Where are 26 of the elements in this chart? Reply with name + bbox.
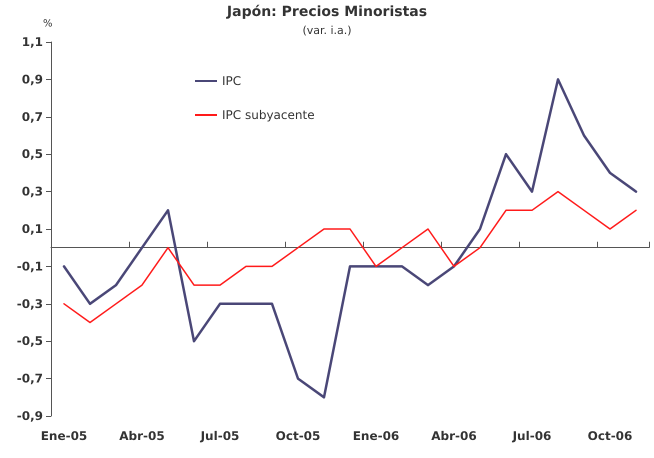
y-axis-title: %	[43, 18, 53, 30]
y-tick-label: -0,9	[16, 409, 43, 423]
legend-label: IPC subyacente	[222, 108, 315, 122]
x-tick-label: Jul-05	[200, 429, 240, 443]
y-tick-label: 0,1	[22, 222, 43, 236]
x-tick-label: Oct-06	[588, 429, 632, 443]
y-tick-label: 0,5	[22, 147, 43, 162]
y-tick-label: 0,9	[22, 72, 43, 86]
x-tick-label: Oct-05	[276, 429, 320, 443]
x-tick-label: Ene-05	[40, 429, 88, 443]
y-tick-label: -0,1	[16, 259, 43, 274]
line-series	[63, 190, 637, 324]
x-tick-label: Ene-06	[352, 429, 400, 443]
y-tick-label: 0,7	[22, 110, 43, 124]
y-tick-label: 0,3	[22, 184, 43, 199]
y-tick-label: 1,1	[22, 35, 43, 49]
x-tick-label: Jul-06	[512, 429, 552, 443]
chart-subtitle: (var. i.a.)	[302, 24, 352, 37]
x-tick-label: Abr-05	[119, 429, 165, 443]
chart-title: Japón: Precios Minoristas	[226, 4, 428, 20]
legend-label: IPC	[222, 74, 242, 88]
y-tick-label: -0,3	[16, 296, 43, 311]
x-tick-label: Abr-06	[431, 429, 477, 443]
y-tick-label: -0,7	[16, 372, 43, 386]
line-series	[62, 78, 638, 399]
y-tick-label: -0,5	[16, 334, 43, 348]
